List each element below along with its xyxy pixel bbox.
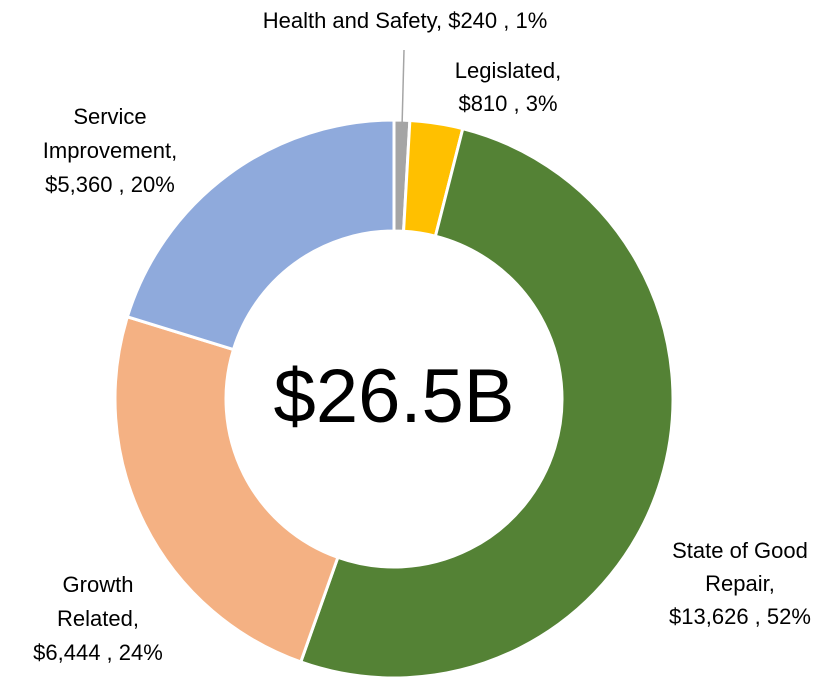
center-label: $26.5B [274,354,515,439]
data-label: Service [73,104,146,129]
data-label: $810 , 3% [458,91,557,116]
data-label: Related, [57,606,139,631]
data-label: Repair, [705,571,775,596]
data-label: $13,626 , 52% [669,604,811,629]
leader-line [401,49,405,129]
donut-slice [125,118,396,352]
data-label: State of Good [672,538,808,563]
data-label: Growth [63,572,134,597]
donut-slice [113,314,340,664]
data-label: Legislated, [455,58,561,83]
data-label: $6,444 , 24% [33,640,163,665]
data-label: Health and Safety, $240 , 1% [263,8,548,33]
data-label: $5,360 , 20% [45,172,175,197]
data-label: Improvement, [43,138,178,163]
